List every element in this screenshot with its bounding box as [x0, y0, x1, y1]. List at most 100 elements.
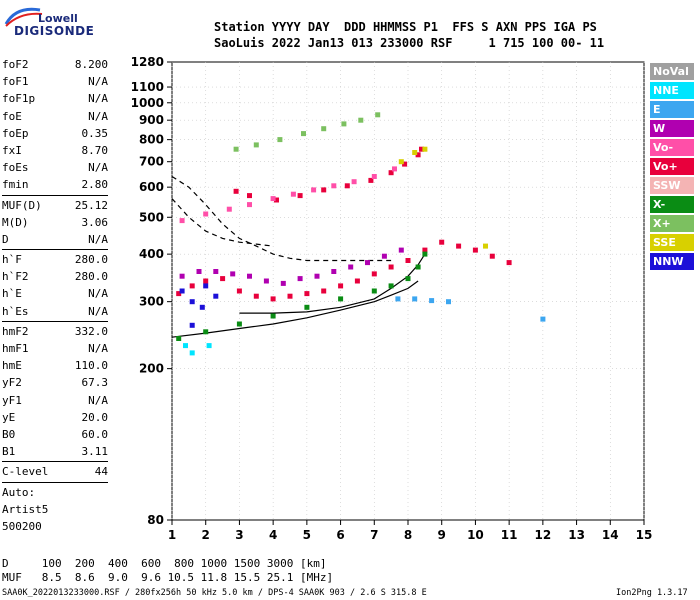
param-name: M(D): [2, 215, 29, 229]
x-tick-label: 5: [303, 528, 311, 542]
echo-point: [368, 177, 374, 183]
param-row: hmE 110.0: [2, 357, 108, 374]
param-name: yE: [2, 410, 16, 424]
param-row: yE 20.0: [2, 409, 108, 426]
y-tick-label: 300: [139, 295, 164, 309]
footer-file-info: SAA0K_2022013233000.RSF / 280fx256h 50 k…: [2, 588, 427, 598]
echo-point: [247, 202, 252, 208]
echo-point: [331, 183, 337, 189]
echo-point: [341, 121, 347, 127]
echo-point: [338, 296, 344, 302]
y-tick-label: 500: [139, 210, 164, 224]
echo-point: [395, 296, 401, 302]
echo-point: [402, 161, 408, 167]
legend-item-x: X-: [650, 196, 694, 213]
param-name: h`F: [2, 253, 22, 267]
echo-point: [189, 322, 195, 328]
y-tick-label: 700: [139, 155, 164, 169]
param-name: MUF(D): [2, 198, 42, 212]
param-separator: [2, 481, 108, 483]
echo-point: [304, 304, 310, 310]
param-name: hmE: [2, 359, 22, 373]
echo-point: [422, 146, 428, 152]
legend-item-sse: SSE: [650, 234, 694, 251]
y-tick-label: 1000: [131, 96, 164, 110]
param-name: hmF1: [2, 342, 29, 355]
echo-point: [203, 278, 209, 284]
y-tick-label: 80: [147, 513, 164, 527]
header-labels: Station YYYY DAY DDD HHMMSS P1 FFS S AXN…: [214, 20, 597, 34]
param-value: 110.0: [74, 359, 108, 373]
param-value: N/A: [88, 161, 108, 175]
param-row: h`F2 280.0: [2, 268, 108, 285]
echo-point: [483, 243, 488, 249]
echo-point: [233, 188, 239, 194]
param-name: h`Es: [2, 304, 29, 318]
echo-point: [213, 293, 219, 299]
param-row: yF1 N/A: [2, 392, 108, 409]
echo-point: [203, 283, 209, 289]
echo-point: [371, 271, 377, 277]
x-tick-label: 1: [168, 528, 176, 542]
echo-point: [270, 196, 276, 202]
param-row: hmF1 N/A: [2, 340, 108, 357]
x-tick-label: 9: [438, 528, 446, 542]
param-name: D: [2, 232, 9, 246]
x-tick-label: 7: [370, 528, 378, 542]
echo-point: [263, 278, 269, 284]
param-row: foEs N/A: [2, 159, 108, 176]
param-name: foEs: [2, 161, 29, 175]
x-tick-label: 15: [636, 528, 653, 542]
echo-point: [220, 276, 226, 282]
echo-point: [311, 187, 317, 193]
param-name: foF1: [2, 75, 29, 89]
param-row: h`E N/A: [2, 285, 108, 302]
echo-point: [456, 243, 462, 249]
param-value: 3.06: [81, 215, 109, 229]
legend-item-w: W: [650, 120, 694, 137]
echo-point: [429, 298, 435, 304]
trace-curve: [171, 280, 419, 338]
param-value: 8.70: [81, 143, 109, 157]
echo-point: [253, 142, 259, 148]
param-name: B1: [2, 445, 16, 459]
echo-point: [290, 191, 296, 197]
echo-point: [203, 211, 209, 217]
param-name: C-level: [2, 465, 49, 479]
echo-point: [398, 247, 404, 253]
echo-point: [358, 117, 364, 123]
echo-point: [304, 291, 310, 297]
param-row: foE N/A: [2, 108, 108, 125]
echo-point: [365, 260, 370, 266]
param-name: h`E: [2, 287, 22, 301]
param-name: B0: [2, 427, 16, 441]
param-value: 280.0: [74, 270, 108, 284]
param-value: N/A: [88, 75, 108, 89]
x-tick-label: 6: [336, 528, 344, 542]
x-tick-label: 10: [467, 528, 484, 542]
param-row: Artist5: [2, 501, 108, 518]
y-tick-label: 600: [139, 180, 164, 194]
param-row: fmin 2.80: [2, 176, 108, 193]
param-row: foF2 8.200: [2, 56, 108, 73]
echo-point: [405, 258, 411, 263]
echo-point: [230, 271, 236, 277]
echo-point: [179, 273, 185, 279]
echo-point: [405, 276, 411, 282]
param-name: fxI: [2, 143, 22, 157]
echo-point: [392, 166, 397, 172]
echo-point: [179, 288, 185, 294]
x-tick-label: 13: [568, 528, 585, 542]
param-name: h`F2: [2, 270, 29, 284]
param-name: foF2: [2, 58, 29, 71]
x-tick-label: 4: [269, 528, 277, 542]
param-row: 500200: [2, 518, 108, 535]
param-value: 0.35: [81, 126, 109, 140]
legend-item-nnw: NNW: [650, 253, 694, 270]
param-value: N/A: [88, 109, 108, 123]
echo-point: [297, 276, 303, 282]
parameter-list: foF2 8.200 foF1 N/A foF1p N/A foE N/A foEp 0.35 fx…: [2, 56, 108, 535]
legend-item-x: X+: [650, 215, 694, 232]
param-row: M(D) 3.06: [2, 214, 108, 231]
echo-point: [247, 273, 252, 279]
